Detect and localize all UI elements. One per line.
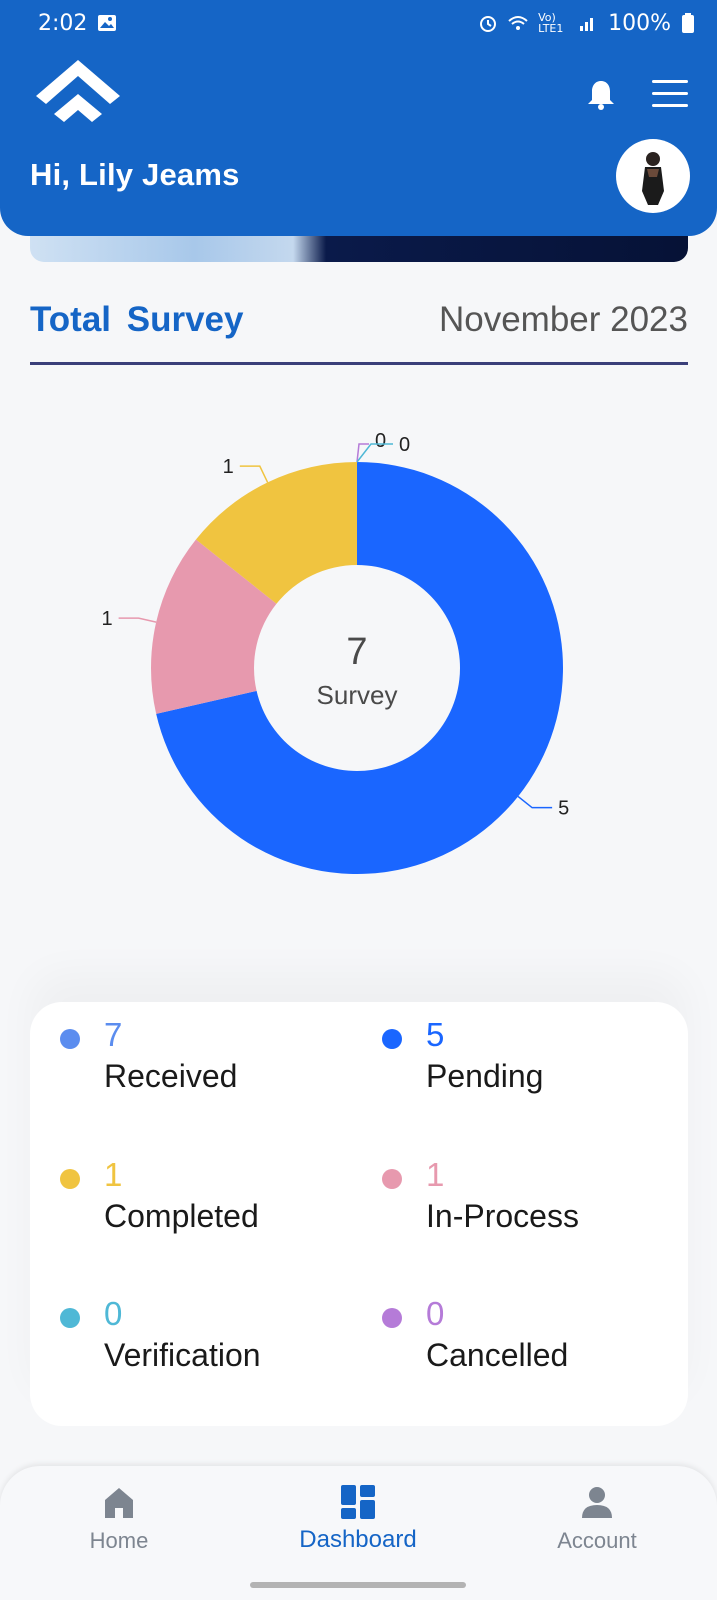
section-title: Total Survey bbox=[30, 300, 244, 339]
chart-center-value: 7 bbox=[346, 631, 367, 673]
nav-label-dashboard: Dashboard bbox=[299, 1526, 417, 1553]
chart-data-label: 0 bbox=[375, 430, 386, 452]
legend-label: Received bbox=[104, 1058, 238, 1094]
legend-dot bbox=[382, 1169, 402, 1189]
chart-leader-line bbox=[517, 795, 553, 809]
nav-item-account[interactable]: Account bbox=[497, 1466, 697, 1576]
gesture-bar bbox=[250, 1582, 466, 1588]
nav-item-home[interactable]: Home bbox=[19, 1466, 219, 1576]
account-icon bbox=[582, 1487, 612, 1518]
chart-leader-line bbox=[118, 617, 157, 623]
legend-dot bbox=[60, 1308, 80, 1328]
network-label: Vo) LTE1 bbox=[538, 11, 564, 35]
legend-dot bbox=[382, 1308, 402, 1328]
wifi-icon bbox=[508, 16, 528, 30]
signal-icon bbox=[580, 18, 594, 31]
home-icon bbox=[105, 1488, 133, 1518]
chart-data-label: 1 bbox=[101, 608, 112, 630]
bottom-nav: Home Dashboard Account bbox=[0, 1466, 717, 1600]
section-date[interactable]: November 2023 bbox=[438, 300, 688, 339]
status-bar: 2:02 Vo) LTE1 100% bbox=[0, 0, 717, 46]
legend-card: 7 Received 5 Pending 1 Completed 1 In-Process 0 V… bbox=[30, 1002, 688, 1426]
nav-item-dashboard[interactable]: Dashboard bbox=[258, 1466, 458, 1576]
avatar[interactable] bbox=[618, 141, 688, 211]
legend-count: 0 bbox=[426, 1295, 445, 1332]
chart-slice-in-process[interactable] bbox=[151, 539, 277, 714]
legend-count: 0 bbox=[104, 1295, 123, 1332]
battery-icon bbox=[682, 13, 694, 33]
chart-data-label: 5 bbox=[558, 798, 569, 820]
legend-count: 5 bbox=[426, 1016, 445, 1053]
chart-leader-line bbox=[356, 443, 369, 463]
legend-dot bbox=[382, 1029, 402, 1049]
section-header: Total Survey November 2023 bbox=[30, 296, 688, 365]
chart-data-label: 0 bbox=[399, 434, 410, 456]
survey-donut-chart: 5 1 1 0 0 7 Survey bbox=[0, 420, 717, 910]
legend-dot bbox=[60, 1029, 80, 1049]
legend-label: In-Process bbox=[426, 1198, 579, 1234]
alarm-icon bbox=[480, 16, 497, 32]
chart-leader-line bbox=[239, 465, 269, 483]
status-time: 2:02 bbox=[38, 10, 88, 36]
app-logo-icon[interactable] bbox=[32, 56, 124, 132]
nav-label-home: Home bbox=[89, 1528, 149, 1553]
gallery-icon bbox=[98, 15, 117, 31]
legend-dot bbox=[60, 1169, 80, 1189]
chart-center-label: Survey bbox=[317, 680, 398, 710]
hamburger-menu-icon[interactable] bbox=[652, 80, 688, 108]
battery-percent: 100% bbox=[608, 10, 671, 36]
legend-label: Cancelled bbox=[426, 1337, 569, 1373]
app-header: Hi, Lily Jeams bbox=[0, 0, 717, 236]
greeting-text: Hi, Lily Jeams bbox=[30, 157, 240, 192]
legend-label: Pending bbox=[426, 1058, 544, 1094]
chart-data-label: 1 bbox=[223, 456, 234, 478]
legend-count: 1 bbox=[104, 1156, 123, 1193]
dashboard-icon bbox=[341, 1485, 375, 1519]
legend-label: Verification bbox=[104, 1337, 261, 1373]
legend-count: 7 bbox=[104, 1016, 123, 1053]
chart-slice-completed[interactable] bbox=[195, 462, 357, 604]
chart-slice-pending[interactable] bbox=[156, 462, 563, 874]
chart-leader-line bbox=[356, 443, 393, 463]
legend-label: Completed bbox=[104, 1198, 259, 1234]
bell-icon[interactable] bbox=[584, 78, 618, 112]
nav-label-account: Account bbox=[557, 1528, 637, 1553]
legend-count: 1 bbox=[426, 1156, 445, 1193]
